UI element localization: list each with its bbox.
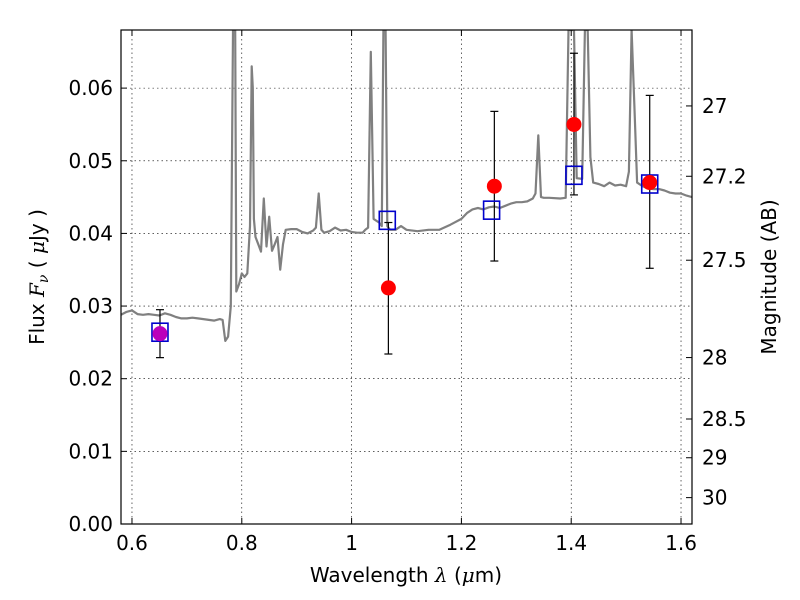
- y2-tick-label: 30: [702, 486, 727, 510]
- plot-area: [121, 30, 692, 359]
- y-tick-label: 0.06: [68, 76, 113, 100]
- y-axis: 0.00 0.01 0.02 0.03 0.04 0.05 0.06: [68, 76, 127, 536]
- observed-flux-point: [152, 326, 168, 342]
- y2-tick-label: 27.5: [702, 248, 747, 272]
- observed-flux-point: [380, 280, 396, 296]
- observed-flux-point: [566, 116, 582, 132]
- x-tick-label: 1: [345, 531, 358, 555]
- synthetic-flux-marker: [378, 210, 397, 231]
- synthetic-flux-marker: [482, 200, 501, 220]
- synthetic-flux-marker: [565, 165, 583, 186]
- y-tick-label: 0.05: [68, 149, 113, 173]
- y2-tick-label: 27: [702, 94, 727, 118]
- x-tick-label: 0.8: [226, 531, 258, 555]
- y2-axis: 27 27.2 27.5 28 28.5 29 30: [686, 94, 747, 510]
- y-tick-label: 0.01: [68, 439, 113, 463]
- observed-flux-point: [642, 175, 658, 191]
- x-axis-label: Wavelength λ (μm): [310, 563, 502, 587]
- y2-tick-label: 28.5: [702, 407, 747, 431]
- x-tick-label: 1.6: [665, 531, 697, 555]
- x-tick-label: 1.4: [555, 531, 587, 555]
- model-spectrum-line: [121, 30, 692, 342]
- y-tick-label: 0.02: [68, 367, 113, 391]
- grid: [121, 30, 692, 524]
- plot-frame: [120, 29, 693, 525]
- synthetic-flux-marker: [640, 174, 659, 194]
- observed-flux-point: [486, 178, 502, 194]
- y-axis-label: Flux Fν ( μJy ): [25, 209, 52, 345]
- x-tick-label: 1.2: [445, 531, 477, 555]
- x-tick-label: 0.6: [116, 531, 148, 555]
- y-tick-label: 0.04: [68, 221, 113, 245]
- y2-tick-label: 29: [702, 446, 727, 470]
- y2-tick-label: 28: [702, 346, 727, 370]
- synthetic-flux-marker: [151, 322, 169, 343]
- y2-axis-label: Magnitude (AB): [757, 199, 781, 354]
- x-axis: 0.6 0.8 1 1.2 1.4 1.6: [116, 30, 697, 555]
- y2-tick-label: 27.2: [702, 164, 747, 188]
- y-tick-label: 0.03: [68, 294, 113, 318]
- y-tick-label: 0.00: [68, 512, 113, 536]
